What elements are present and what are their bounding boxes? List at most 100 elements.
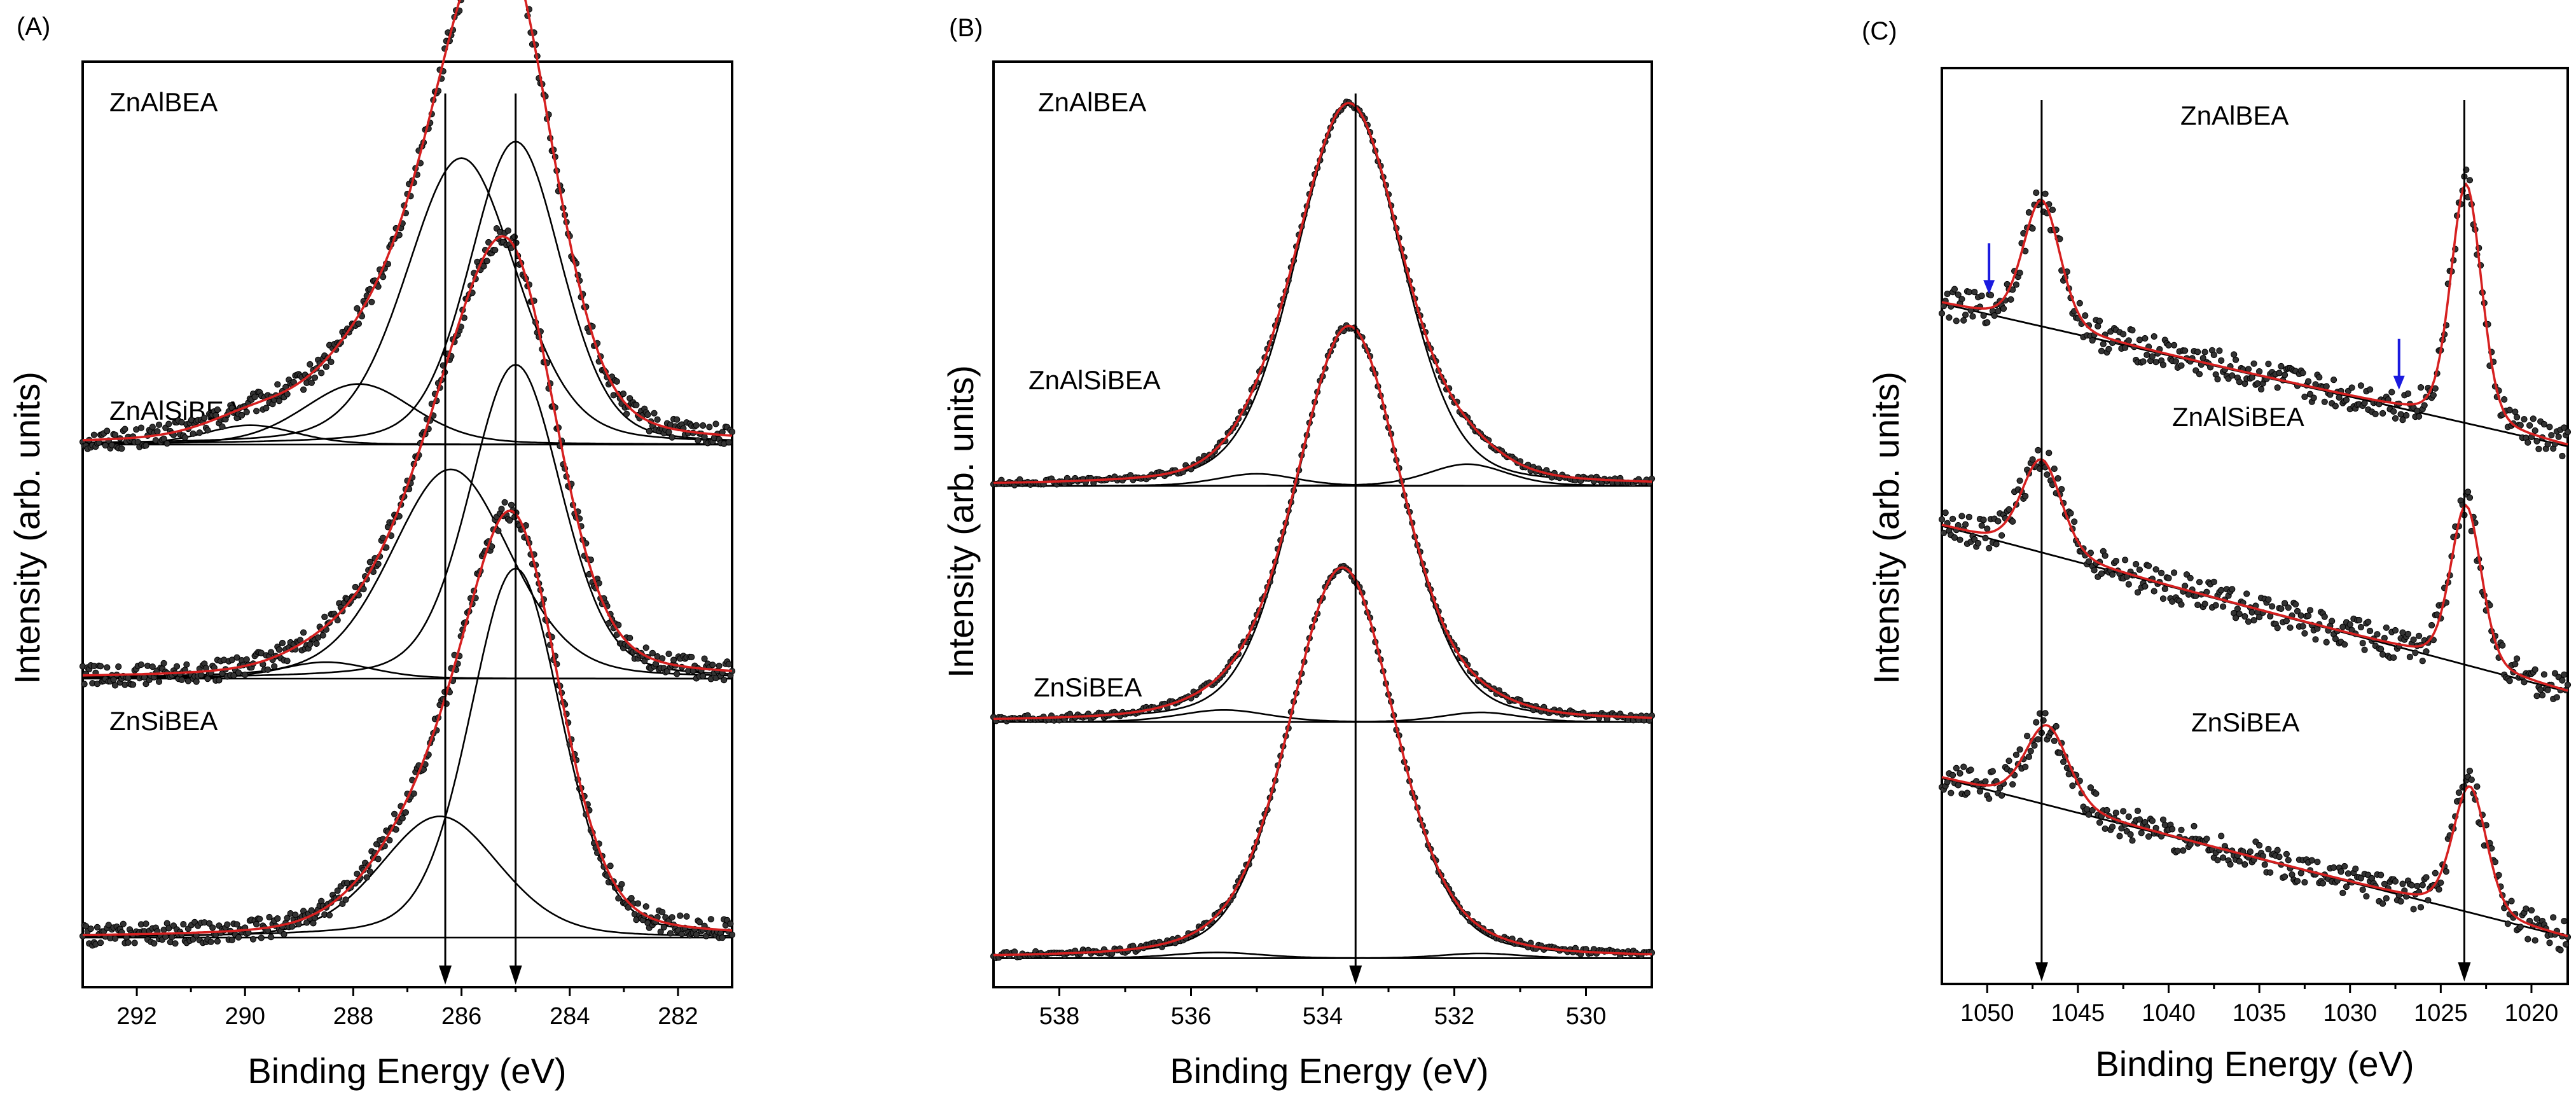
raw-data-point [2051,465,2058,473]
sample-label-c-3: ZnSiBEA [2191,707,2299,737]
raw-data-point [2218,357,2225,364]
raw-data-point [2435,886,2442,893]
raw-data-point [2102,825,2109,833]
raw-data-point [1982,778,1989,785]
x-tick-label-c: 1050 [1960,1000,2014,1027]
raw-data-point [2053,723,2060,730]
raw-data-point [2233,614,2240,621]
raw-data-point [279,639,286,647]
raw-data-point [2256,368,2263,375]
raw-data-point [2174,847,2181,854]
raw-data-point [300,386,307,393]
raw-data-point [1948,789,1955,796]
sample-label-c-2: ZnAlSiBEA [2172,402,2304,432]
raw-data-point [2076,300,2083,307]
raw-data-point [2282,371,2289,378]
raw-data-point [2423,648,2430,655]
raw-data-point [2410,636,2417,643]
raw-data-point [2201,349,2208,356]
raw-data-point [142,442,149,449]
raw-data-point [2327,391,2334,398]
raw-data-point [289,923,296,930]
raw-data-point [2512,661,2519,668]
raw-data-point [1986,544,1993,551]
raw-data-point [1946,314,1953,321]
raw-data-point [2165,574,2172,582]
raw-data-point [137,661,144,668]
raw-data-point [2455,789,2462,796]
raw-data-point [2000,305,2007,312]
raw-data-point [2084,806,2091,813]
raw-data-point [160,435,167,442]
panel-label-c: (C) [1862,17,1897,45]
raw-data-point [2365,618,2372,625]
raw-data-point [2430,392,2437,399]
raw-data-point [2285,604,2292,611]
raw-data-point [209,924,216,931]
raw-data-point [2005,506,2012,513]
raw-data-point [2134,807,2142,814]
raw-data-point [725,661,733,668]
raw-data-point [696,918,703,925]
component-peak [83,468,733,678]
raw-data-point [695,437,702,444]
x-tick-label-c: 1035 [2233,1000,2287,1027]
trace-b-3 [990,562,1656,962]
raw-data-point [1984,525,1991,532]
raw-data-point [149,663,156,670]
raw-data-point [1956,536,1963,543]
raw-data-point [2299,370,2306,377]
raw-data-point [2009,781,2016,788]
raw-data-point [2236,378,2243,385]
raw-data-point [2194,601,2201,609]
raw-data-point [618,881,625,888]
raw-data-point [1987,291,1995,299]
raw-data-point [2367,386,2374,393]
raw-data-point [2159,361,2167,368]
raw-data-point [2378,871,2385,878]
raw-data-point [1944,290,1951,298]
raw-data-point [142,920,149,927]
raw-data-point [313,640,320,647]
raw-data-point [2428,621,2435,629]
raw-data-point [251,394,258,401]
raw-data-point [2247,848,2254,855]
raw-data-point [495,527,502,534]
raw-data-point [2379,410,2386,417]
raw-data-point [2546,424,2553,431]
raw-data-point [2091,567,2098,574]
raw-data-point [2033,189,2040,197]
raw-data-point [508,501,515,508]
raw-data-point [2294,607,2301,615]
raw-data-point [2346,621,2353,628]
raw-data-point [504,227,511,234]
raw-data-point [2310,394,2317,401]
raw-data-point [172,940,179,947]
raw-data-point [2383,895,2390,902]
raw-data-point [2274,847,2281,854]
raw-data-point [2535,445,2542,453]
raw-data-point [410,790,417,797]
raw-data-point [1953,765,1960,772]
raw-data-point [2512,408,2519,415]
raw-data-point [498,506,505,513]
raw-data-point [2563,941,2570,948]
raw-data-point [2363,893,2370,900]
raw-data-point [2531,427,2538,434]
raw-data-point [2178,362,2185,369]
raw-data-point [137,424,144,431]
raw-data-point [2361,646,2368,653]
raw-data-point [1978,293,1985,300]
raw-data-point [2287,624,2294,631]
raw-data-point [2414,407,2421,414]
raw-data-point [1998,792,2005,799]
raw-data-point [2007,296,2014,303]
raw-data-point [181,434,188,441]
raw-data-point [183,661,190,668]
raw-data-point [2218,833,2225,840]
raw-data-point [2521,679,2528,686]
raw-data-point [2267,869,2274,876]
raw-data-point [2203,835,2210,842]
raw-data-point [634,900,642,907]
raw-data-point [1942,509,1949,516]
